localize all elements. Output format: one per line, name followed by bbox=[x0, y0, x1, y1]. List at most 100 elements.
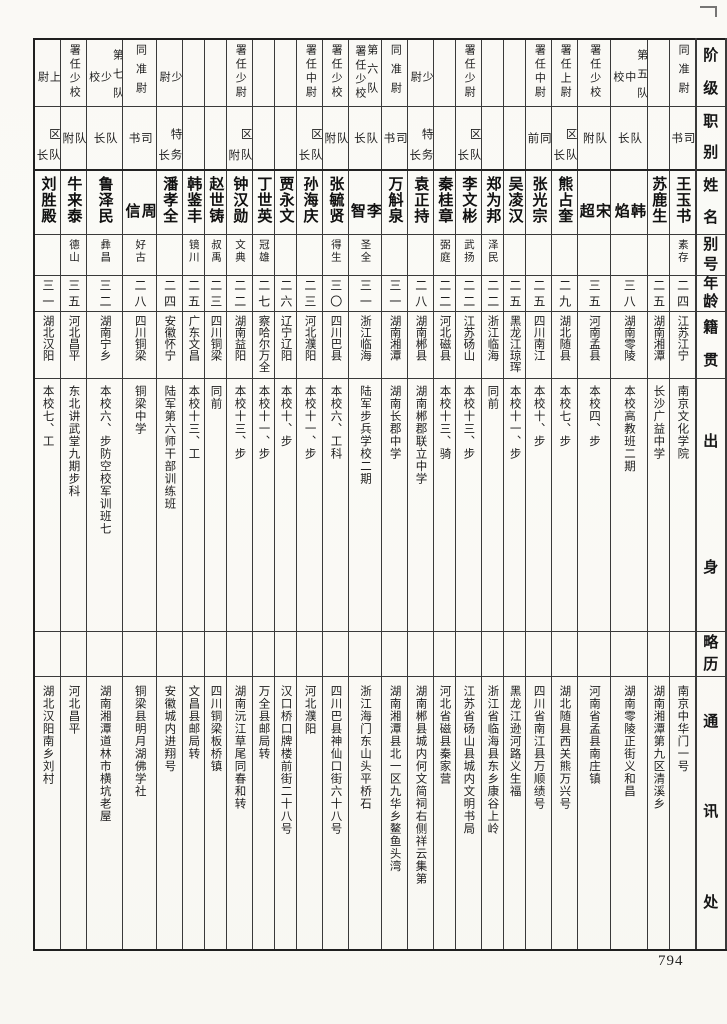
addr-text: 湖南湘潭道林市横坑老屋 bbox=[98, 685, 111, 823]
origin-text: 铜梁中学 bbox=[133, 385, 146, 435]
origin-text: 本校四、步 bbox=[587, 385, 600, 448]
name-value: 熊占奎 bbox=[556, 172, 572, 224]
alias-value: 弼庭 bbox=[439, 236, 450, 264]
cell-alias-p23: 彝昌 bbox=[85, 234, 124, 276]
cell-name-p23: 鲁泽民 bbox=[85, 169, 124, 235]
alias-text: 泽民 bbox=[486, 239, 498, 264]
name-text: 吴凌汉 bbox=[506, 176, 523, 224]
cell-rank-p3: 第五队 中校 bbox=[609, 38, 648, 107]
cell-name-p20: 韩鉴丰 bbox=[181, 169, 205, 235]
cell-addr-p6: 四川省南江县万顺绩号 bbox=[524, 676, 552, 951]
native-value: 广东文昌 bbox=[187, 313, 199, 361]
addr-value: 铜梁县明月湖佛学社 bbox=[133, 677, 146, 798]
addr-value: 湖南沅江草尾同春和转 bbox=[233, 677, 245, 810]
cell-name-p25: 刘胜殿 bbox=[33, 169, 61, 235]
origin-text: 本校高教班二期 bbox=[622, 385, 635, 473]
age-text: 二五 bbox=[507, 279, 522, 311]
cell-origin-p4: 本校四、步 bbox=[576, 378, 611, 632]
cell-native-p19: 四川铜梁 bbox=[203, 311, 227, 379]
name-value: 袁正持 bbox=[412, 172, 428, 224]
duty-value: 特务长 bbox=[408, 107, 432, 169]
cell-rank-p17 bbox=[251, 38, 275, 107]
cell-note-p17 bbox=[251, 631, 275, 677]
rank-value: 署任中尉 bbox=[303, 40, 316, 100]
cell-native-p14: 四川巴县 bbox=[321, 311, 349, 379]
cell-native-p11: 湖南郴县 bbox=[406, 311, 434, 379]
row-header-note: 略历 bbox=[694, 631, 727, 677]
cell-name-p10: 秦桂章 bbox=[432, 169, 456, 235]
duty-value: 队附 bbox=[61, 107, 85, 170]
name-text: 张毓贤 bbox=[327, 176, 344, 224]
rank-line: 署任少校 bbox=[353, 45, 366, 101]
alias-text: 彝昌 bbox=[99, 239, 111, 264]
cell-alias-p5 bbox=[550, 234, 578, 276]
name-value: 郑为邦 bbox=[484, 172, 500, 224]
origin-value: 本校十三、步 bbox=[233, 380, 245, 460]
cell-name-p4: 宋超 bbox=[576, 169, 611, 235]
duty-value: 司书 bbox=[127, 107, 152, 170]
origin-value: 同前 bbox=[209, 380, 222, 410]
cell-addr-p12: 湖南湘潭县北一区九华乡鳌鱼头湾 bbox=[381, 676, 408, 951]
native-text: 四川铜梁 bbox=[133, 315, 146, 361]
cell-age-p16: 二六 bbox=[273, 275, 298, 312]
cell-alias-p17: 冠雄 bbox=[251, 234, 275, 276]
native-text: 湖南湘潭 bbox=[388, 315, 401, 361]
cell-origin-p17: 本校十一、步 bbox=[251, 378, 275, 632]
age-value: 三五 bbox=[67, 277, 81, 311]
row-header-label: 姓名 bbox=[703, 178, 719, 226]
addr-text: 安徽城内进翔号 bbox=[163, 685, 176, 773]
cell-duty-p21: 特务长 bbox=[155, 106, 183, 171]
duty-value: 区队长 bbox=[298, 107, 322, 169]
addr-value: 浙江省临海县东乡康谷上岭 bbox=[486, 677, 498, 835]
cell-addr-p7: 黑龙江逊河路义生福 bbox=[502, 676, 526, 951]
origin-text: 同前 bbox=[209, 385, 222, 410]
age-text: 三八 bbox=[622, 279, 637, 311]
age-text: 二四 bbox=[162, 279, 177, 311]
age-value: 二二 bbox=[486, 277, 500, 311]
duty-value: 区队附 bbox=[227, 107, 251, 169]
alias-value: 素存 bbox=[677, 236, 688, 264]
cell-native-p5: 湖北随县 bbox=[550, 311, 578, 379]
native-text: 江苏砀山 bbox=[462, 315, 475, 361]
cell-alias-p10: 弼庭 bbox=[432, 234, 456, 276]
cell-duty-p20 bbox=[181, 106, 205, 171]
native-text: 湖南湘潭 bbox=[652, 315, 665, 361]
cell-duty-p25: 区队长 bbox=[33, 106, 61, 171]
table-row-origin: 出身南京文化学院 长沙广益中学 本校高教班二期 本校四、步 本校七、步 本校十、步 本校十一… bbox=[33, 378, 727, 632]
origin-text: 本校十三、步 bbox=[462, 385, 475, 460]
cell-age-p15: 二三 bbox=[296, 275, 323, 312]
origin-value: 本校十一、步 bbox=[303, 380, 316, 460]
name-value: 韩焰 bbox=[613, 172, 645, 234]
native-text: 河北濮阳 bbox=[303, 315, 316, 361]
rank-line: 同准尉 bbox=[389, 44, 402, 101]
native-text: 浙江临海 bbox=[359, 315, 372, 361]
origin-value: 铜梁中学 bbox=[133, 380, 146, 435]
addr-text: 南京中华门一号 bbox=[676, 685, 689, 773]
origin-value: 本校高教班二期 bbox=[622, 380, 635, 473]
cell-addr-p22: 铜梁县明月湖佛学社 bbox=[122, 676, 157, 951]
cell-addr-p2: 湖南湘潭第九区清溪乡 bbox=[646, 676, 670, 951]
cell-native-p8: 浙江临海 bbox=[480, 311, 504, 379]
origin-text: 南京文化学院 bbox=[676, 385, 689, 460]
age-value: 二七 bbox=[257, 277, 271, 311]
native-value: 四川铜梁 bbox=[133, 313, 146, 361]
cell-addr-p21: 安徽城内进翔号 bbox=[155, 676, 183, 951]
age-text: 二二 bbox=[232, 279, 247, 311]
cell-age-p24: 三五 bbox=[59, 275, 87, 312]
rank-line: 少校 bbox=[87, 71, 112, 106]
rank-line: 署任上尉 bbox=[559, 44, 572, 100]
cell-age-p3: 三八 bbox=[609, 275, 648, 312]
rank-value: 署任少尉 bbox=[233, 40, 246, 100]
duty-text: 队长 bbox=[616, 131, 642, 170]
rank-line: 少尉 bbox=[409, 71, 434, 106]
cell-name-p14: 张毓贤 bbox=[321, 169, 349, 235]
cell-addr-p8: 浙江省临海县东乡康谷上岭 bbox=[480, 676, 504, 951]
cell-rank-p2 bbox=[646, 38, 670, 107]
origin-value: 南京文化学院 bbox=[676, 380, 689, 460]
rank-value: 少尉 bbox=[408, 40, 432, 106]
addr-value: 河北濮阳 bbox=[303, 677, 316, 735]
name-value: 鲁泽民 bbox=[96, 172, 113, 224]
cell-note-p25 bbox=[33, 631, 61, 677]
age-value: 三一 bbox=[41, 277, 55, 311]
age-value: 二四 bbox=[162, 277, 177, 311]
